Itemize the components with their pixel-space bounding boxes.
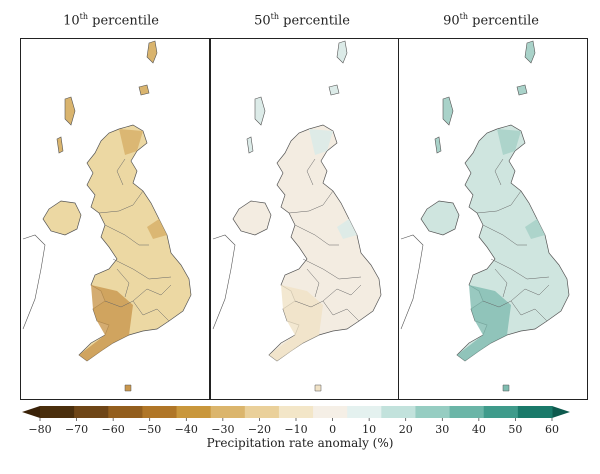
region-border [142,308,170,322]
northern-ireland-region [42,200,82,236]
hebrides-region [434,96,454,154]
scilly-region [314,384,322,392]
panel-title-50th: 50th percentile [254,12,350,29]
uk-map-50th [212,40,382,392]
panel-title-90th: 90th percentile [443,12,539,29]
north-east-shading [525,219,545,239]
colorbar-segment [108,406,143,418]
uk-map-10th [22,40,192,392]
region-border [482,300,522,316]
colorbar-segment [517,406,553,418]
map-panel-50th [210,38,400,400]
colorbar-tick-label: −20 [248,423,271,436]
hebrides-region [56,96,76,154]
colorbar-segment [347,406,382,418]
northern-ireland-region [232,200,272,236]
great-britain-region [268,124,382,362]
north-east-shading [337,219,357,239]
region-border [302,258,362,280]
region-border [98,190,144,214]
colorbar-tick-label: −70 [65,423,88,436]
south-west-shading [269,285,323,361]
colorbar-segment [210,406,246,418]
colorbar-segment [415,406,451,418]
great-britain-region [78,124,192,362]
region-border [112,258,172,280]
region-border [132,284,172,302]
colorbar-segment [278,406,314,418]
colorbar-caption: Precipitation rate anomaly (%) [206,436,394,450]
orkney-region [328,84,340,96]
region-border [520,308,548,322]
great-britain-region [456,124,570,362]
colorbar-segment [483,406,519,418]
colorbar-over-arrow [552,406,570,418]
region-border [294,224,339,246]
colorbar-tick-label: 40 [472,423,486,436]
region-border [306,158,316,186]
map-panel-90th [398,38,588,400]
region-border [116,268,130,298]
region-border [490,258,550,280]
panel-title-10th: 10th percentile [63,12,159,29]
colorbar-under-arrow [22,406,40,418]
ireland-coastline [400,234,424,330]
northern-ireland-region [420,200,460,236]
region-border [294,300,334,316]
colorbar-tick-label: 60 [545,423,559,436]
scilly-region [502,384,510,392]
orkney-region [516,84,528,96]
region-border [116,158,126,186]
colorbar-segment [313,406,348,418]
ireland-coastline [212,234,236,330]
colorbar-segment [142,406,178,418]
colorbar-tick-label: −30 [211,423,234,436]
south-west-shading [457,285,511,361]
colorbar-tick-label: 0 [329,423,336,436]
colorbar-segment [40,406,75,418]
colorbar-segment [381,406,416,418]
uk-map-90th [400,40,570,392]
region-border [332,308,360,322]
region-border [510,284,550,302]
region-border [306,268,320,298]
colorbar-tick-label: −50 [138,423,161,436]
colorbar-tick-label: −80 [28,423,51,436]
region-border [288,190,334,214]
region-border [494,268,508,298]
colorbar-tick-label: −40 [175,423,198,436]
region-border [104,224,149,246]
shetland-region [146,40,158,64]
hebrides-region [246,96,266,154]
orkney-region [138,84,150,96]
colorbar-tick-label: 10 [362,423,376,436]
colorbar-tick-label: −10 [284,423,307,436]
shetland-region [524,40,536,64]
north-scotland-shading [309,129,333,155]
colorbar-segment [449,406,485,418]
colorbar-segment [244,406,280,418]
north-east-shading [147,219,167,239]
south-west-shading [79,285,133,361]
colorbar-segment [74,406,109,418]
scilly-region [124,384,132,392]
north-scotland-shading [497,129,521,155]
region-border [104,300,144,316]
region-border [476,190,522,214]
ireland-coastline [22,234,46,330]
colorbar-tick-label: −60 [102,423,125,436]
colorbar-tick-label: 30 [435,423,449,436]
region-border [322,284,362,302]
region-border [494,158,504,186]
colorbar-tick-label: 20 [399,423,413,436]
shetland-region [336,40,348,64]
region-border [482,224,527,246]
colorbar-segment [176,406,212,418]
colorbar: −80 −70 −60 −50 −40 −30 −20 −10 0 10 20 30 40 50 60 [22,406,570,436]
map-panel-10th [20,38,210,400]
colorbar-tick-label: 50 [508,423,522,436]
north-scotland-shading [119,129,143,155]
